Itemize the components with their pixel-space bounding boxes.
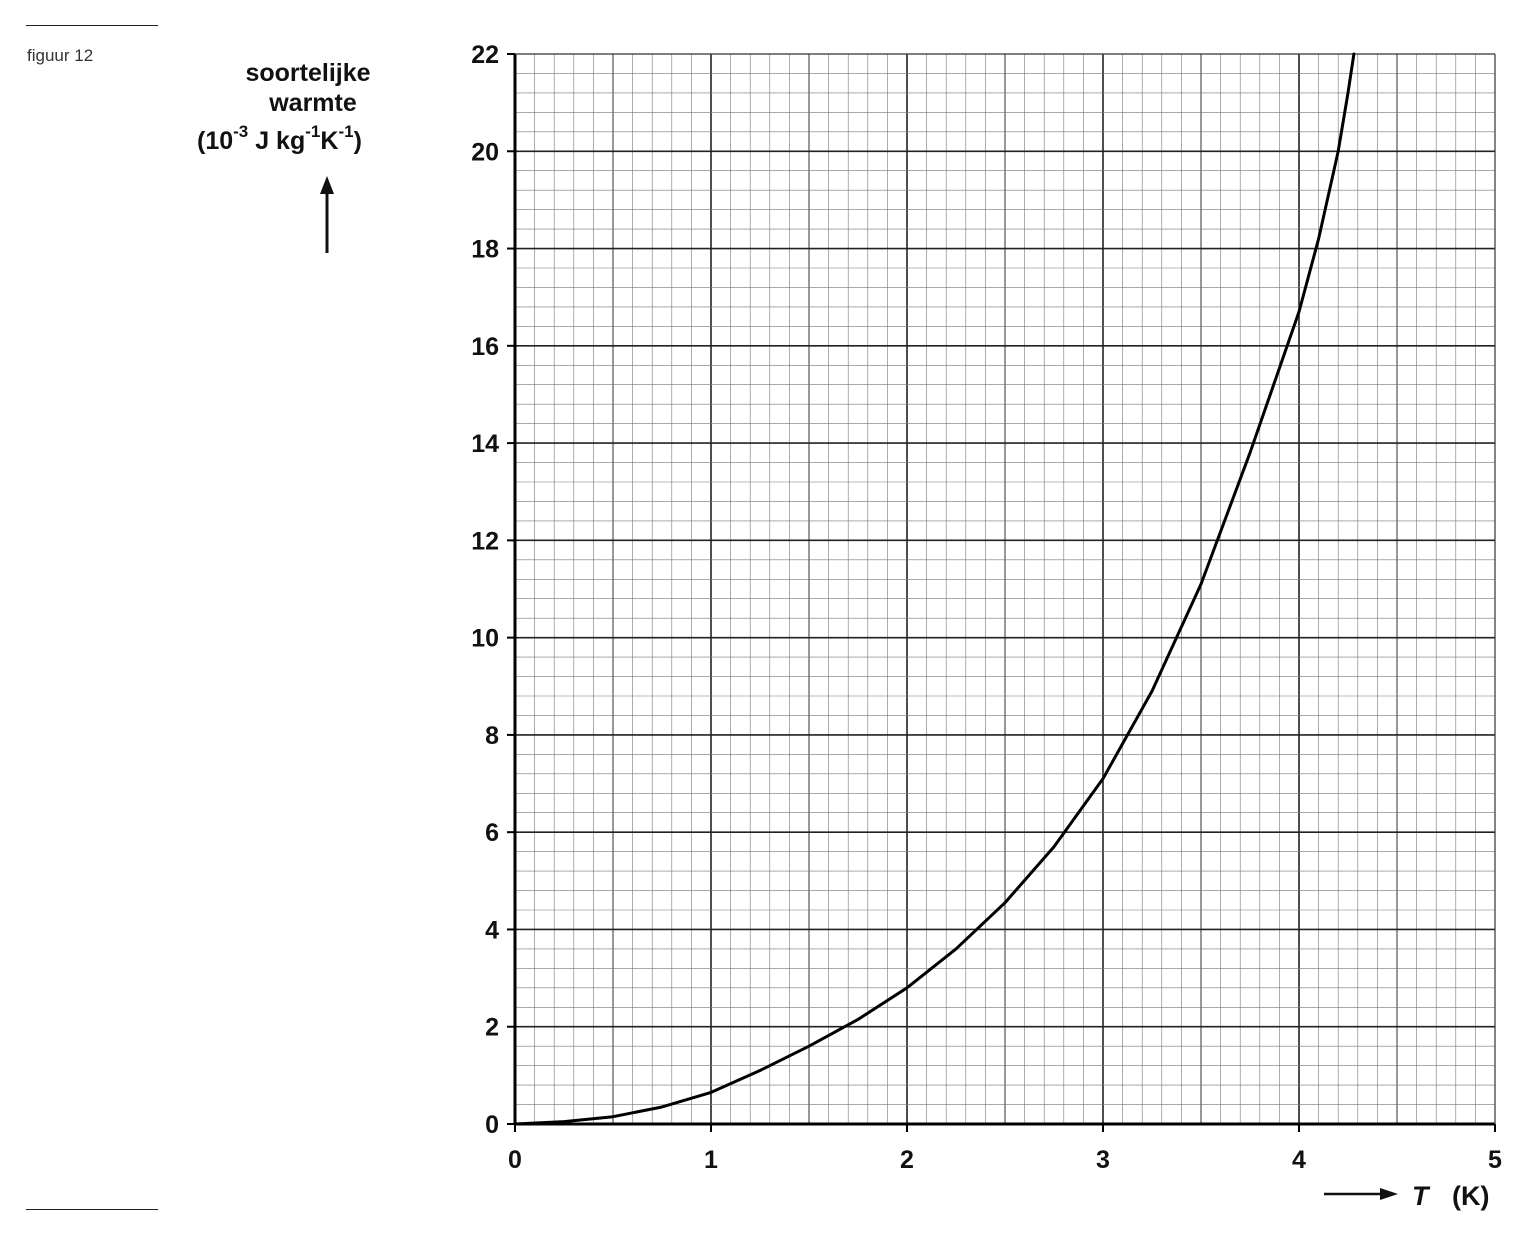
y-tick-label: 12 xyxy=(471,527,499,555)
y-unit-k: K xyxy=(320,127,338,155)
x-tick-label: 5 xyxy=(1488,1146,1502,1174)
y-tick-label: 10 xyxy=(471,625,499,653)
series xyxy=(513,52,1356,1126)
y-tick-label: 20 xyxy=(471,138,499,166)
y-tick-label: 0 xyxy=(485,1111,499,1139)
y-tick-label: 6 xyxy=(485,819,499,847)
y-axis-unit: (10-3 J kg-1K-1) xyxy=(197,122,362,155)
bottom-rule xyxy=(26,1209,158,1210)
y-unit-mid: J kg xyxy=(248,127,305,155)
figure-label: figuur 12 xyxy=(27,46,94,65)
x-tick-label: 1 xyxy=(704,1146,718,1174)
y-axis-arrow-icon xyxy=(320,176,334,253)
y-tick-label: 18 xyxy=(471,236,499,264)
y-axis-label: soortelijke warmte (10-3 J kg-1K-1) xyxy=(197,59,371,253)
y-unit-exp3: -1 xyxy=(338,122,353,141)
y-unit-close: ) xyxy=(354,127,362,155)
y-tick-label: 8 xyxy=(485,722,499,750)
y-unit-exp1: -3 xyxy=(233,122,248,141)
y-tick-label: 16 xyxy=(471,333,499,361)
y-tick-label: 22 xyxy=(471,41,499,69)
top-rule xyxy=(26,25,158,26)
grid xyxy=(515,54,1495,1124)
y-tick-label: 2 xyxy=(485,1014,499,1042)
x-tick-label: 3 xyxy=(1096,1146,1110,1174)
y-axis-label-line-1: soortelijke xyxy=(245,59,370,87)
y-tick-label: 14 xyxy=(471,430,499,458)
x-axis-arrow-icon xyxy=(1324,1188,1398,1200)
x-tick-label: 2 xyxy=(900,1146,914,1174)
y-axis-label-line-2: warmte xyxy=(268,89,357,117)
x-tick-label: 4 xyxy=(1292,1146,1306,1174)
x-axis-unit: (K) xyxy=(1452,1181,1489,1211)
y-unit-open: (10 xyxy=(197,127,233,155)
series-line xyxy=(513,52,1356,1126)
x-axis-label: T (K) xyxy=(1324,1181,1489,1211)
x-axis-symbol: T xyxy=(1412,1181,1431,1211)
axes xyxy=(507,53,1496,1132)
x-tick-label: 0 xyxy=(508,1146,522,1174)
y-tick-label: 4 xyxy=(485,916,499,944)
y-unit-exp2: -1 xyxy=(305,122,320,141)
